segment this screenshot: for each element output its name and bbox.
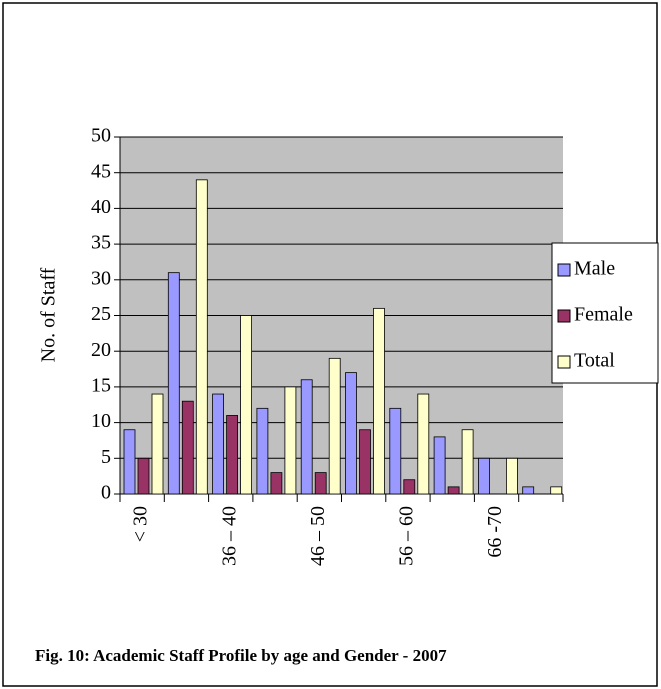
bar — [181, 400, 194, 495]
bar — [417, 393, 430, 495]
bar — [359, 429, 371, 495]
bar — [373, 307, 385, 495]
bar — [550, 486, 563, 495]
caption: Fig. 10: Academic Staff Profile by age a… — [35, 646, 447, 665]
legend-label: Female — [574, 304, 633, 326]
y-tick-label: 25 — [91, 303, 111, 325]
y-tick-label: 15 — [91, 374, 111, 396]
y-tick-label: 40 — [91, 196, 111, 218]
x-tick-label: 56 – 60 — [396, 506, 418, 566]
bar — [270, 472, 283, 495]
x-tick-label: 46 – 50 — [307, 506, 329, 566]
y-tick-label: 0 — [101, 482, 111, 504]
bar — [151, 393, 164, 495]
bar — [300, 379, 313, 495]
bar — [461, 429, 474, 495]
y-tick-label: 5 — [101, 446, 111, 468]
bar — [240, 315, 253, 495]
bar — [477, 457, 490, 495]
legend-label: Total — [574, 350, 615, 372]
bar — [284, 386, 297, 495]
y-tick-label: 50 — [91, 125, 111, 147]
bar — [522, 486, 535, 495]
bar — [389, 407, 402, 495]
x-tick-label: 66 -70 — [484, 506, 506, 558]
bar — [505, 457, 518, 495]
bar — [256, 407, 269, 495]
bar — [212, 393, 225, 495]
bar — [123, 429, 136, 495]
y-tick-label: 45 — [91, 160, 111, 182]
bar — [345, 372, 357, 495]
y-axis-label: No. of Staff — [38, 267, 60, 362]
legend-label: Male — [574, 258, 615, 280]
bar — [195, 179, 208, 495]
bar — [433, 436, 446, 495]
bar — [447, 486, 460, 495]
bar — [167, 272, 180, 495]
y-tick-label: 10 — [91, 410, 111, 432]
legend-swatch — [557, 355, 571, 369]
bar — [226, 415, 239, 495]
y-tick-label: 30 — [91, 267, 111, 289]
x-tick-label: 36 – 40 — [218, 506, 240, 566]
legend-swatch — [557, 309, 571, 323]
bar — [314, 472, 327, 495]
bar — [328, 357, 341, 495]
x-tick-label: < 30 — [130, 506, 152, 542]
legend-swatch — [557, 263, 571, 277]
bar — [137, 457, 150, 495]
y-tick-label: 20 — [91, 339, 111, 361]
y-tick-label: 35 — [91, 232, 111, 254]
bar — [403, 479, 416, 495]
